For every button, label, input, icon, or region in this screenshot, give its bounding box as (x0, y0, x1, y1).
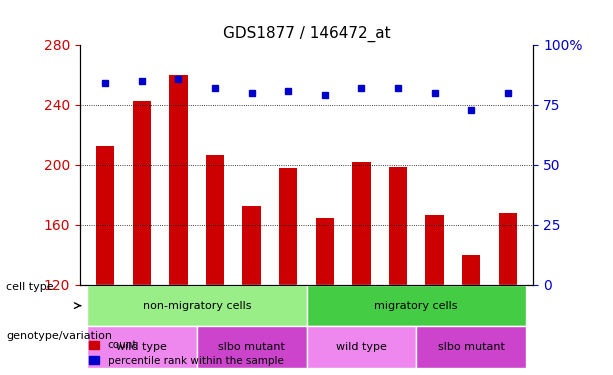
Legend: count, percentile rank within the sample: count, percentile rank within the sample (85, 336, 288, 370)
FancyBboxPatch shape (416, 326, 526, 368)
FancyBboxPatch shape (87, 326, 197, 368)
FancyBboxPatch shape (197, 326, 306, 368)
Text: non-migratory cells: non-migratory cells (142, 301, 251, 310)
Bar (243, 206, 261, 285)
Bar (316, 217, 334, 285)
Bar (498, 213, 517, 285)
Text: slbo mutant: slbo mutant (218, 342, 285, 352)
Bar (352, 162, 370, 285)
Bar (169, 75, 188, 285)
Bar (462, 255, 480, 285)
FancyBboxPatch shape (87, 285, 306, 326)
FancyBboxPatch shape (306, 326, 416, 368)
Text: wild type: wild type (116, 342, 167, 352)
Bar (96, 146, 115, 285)
Text: cell type: cell type (6, 282, 54, 292)
Bar (206, 154, 224, 285)
Text: GDS1877 / 146472_at: GDS1877 / 146472_at (223, 26, 390, 42)
Text: slbo mutant: slbo mutant (438, 342, 504, 352)
Text: wild type: wild type (336, 342, 387, 352)
Bar (133, 100, 151, 285)
Text: genotype/variation: genotype/variation (6, 331, 112, 340)
FancyBboxPatch shape (306, 285, 526, 326)
Bar (279, 168, 297, 285)
Bar (389, 166, 407, 285)
Text: migratory cells: migratory cells (375, 301, 458, 310)
Bar (425, 214, 444, 285)
